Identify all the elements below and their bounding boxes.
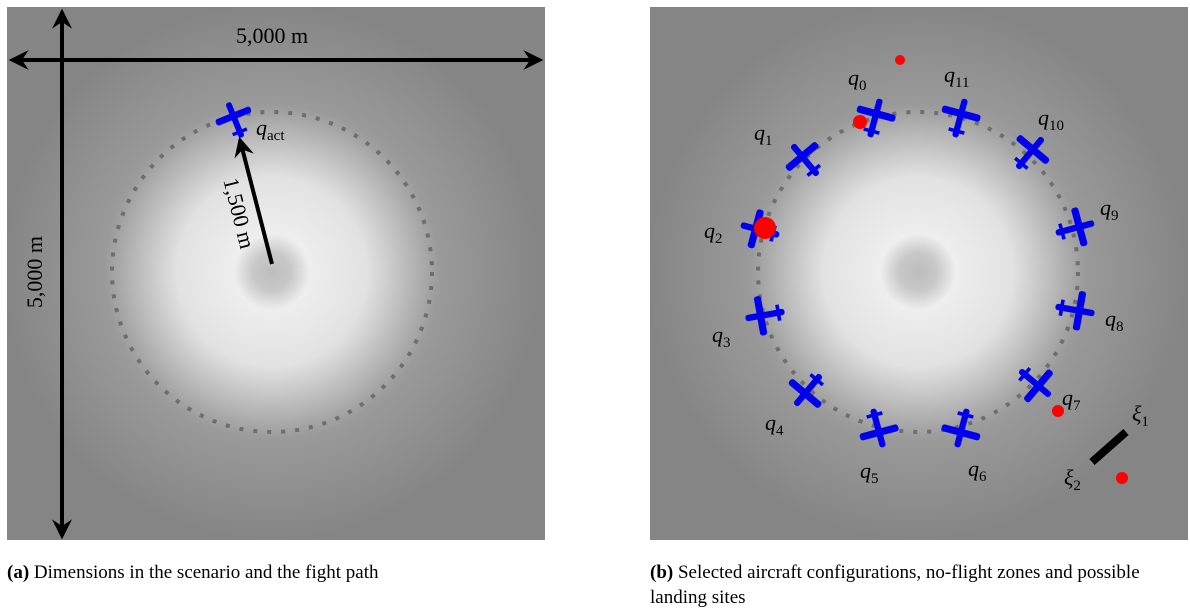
label-base: q (704, 218, 715, 243)
caption-a: (a) Dimensions in the scenario and the f… (7, 560, 378, 585)
page: {"panels": [ {"dimensions": {"width": "5… (0, 0, 1190, 610)
figure: 5,000 m 5,000 m 1,500 m qact q0q1q2q3q4q… (0, 0, 1190, 610)
caption-tag: (b) (650, 562, 673, 583)
height-label: 5,000 m (22, 236, 47, 308)
label-base: q (1100, 195, 1111, 220)
label-base: q (1038, 105, 1049, 130)
label-base: q (256, 115, 267, 140)
label-subscript: 1 (765, 133, 773, 149)
label-subscript: 2 (1073, 478, 1081, 494)
label-subscript: act (267, 128, 285, 144)
no-flight-zone (1116, 472, 1128, 484)
label-subscript: 8 (1116, 319, 1124, 335)
width-label: 5,000 m (236, 23, 308, 48)
label-subscript: 0 (859, 78, 867, 94)
label-base: q (968, 456, 979, 481)
label-subscript: 7 (1073, 398, 1081, 414)
label-subscript: 9 (1111, 208, 1119, 224)
label-base: q (712, 322, 723, 347)
label-base: q (860, 458, 871, 483)
label-base: q (765, 410, 776, 435)
label-subscript: 6 (979, 469, 987, 485)
caption-text: Dimensions in the scenario and the fight… (34, 562, 379, 583)
caption-text: Selected aircraft configurations, no-fli… (650, 562, 1140, 608)
label-subscript: 1 (1141, 414, 1149, 430)
caption-b: (b) Selected aircraft configurations, no… (650, 560, 1190, 610)
label-base: q (944, 62, 955, 87)
label-subscript: 11 (955, 75, 969, 91)
map-b (650, 7, 1188, 540)
label-base: q (848, 65, 859, 90)
no-flight-zone (853, 115, 867, 129)
caption-tag: (a) (7, 562, 29, 583)
map-a (7, 7, 545, 540)
label-base: q (1062, 385, 1073, 410)
label-subscript: 2 (715, 231, 723, 247)
no-flight-zone (895, 55, 905, 65)
label-subscript: 3 (723, 335, 731, 351)
label-subscript: 5 (871, 471, 879, 487)
no-flight-zone (754, 217, 776, 239)
label-base: q (754, 120, 765, 145)
label-subscript: 4 (776, 423, 784, 439)
label-base: q (1105, 306, 1116, 331)
label-subscript: 10 (1049, 118, 1064, 134)
